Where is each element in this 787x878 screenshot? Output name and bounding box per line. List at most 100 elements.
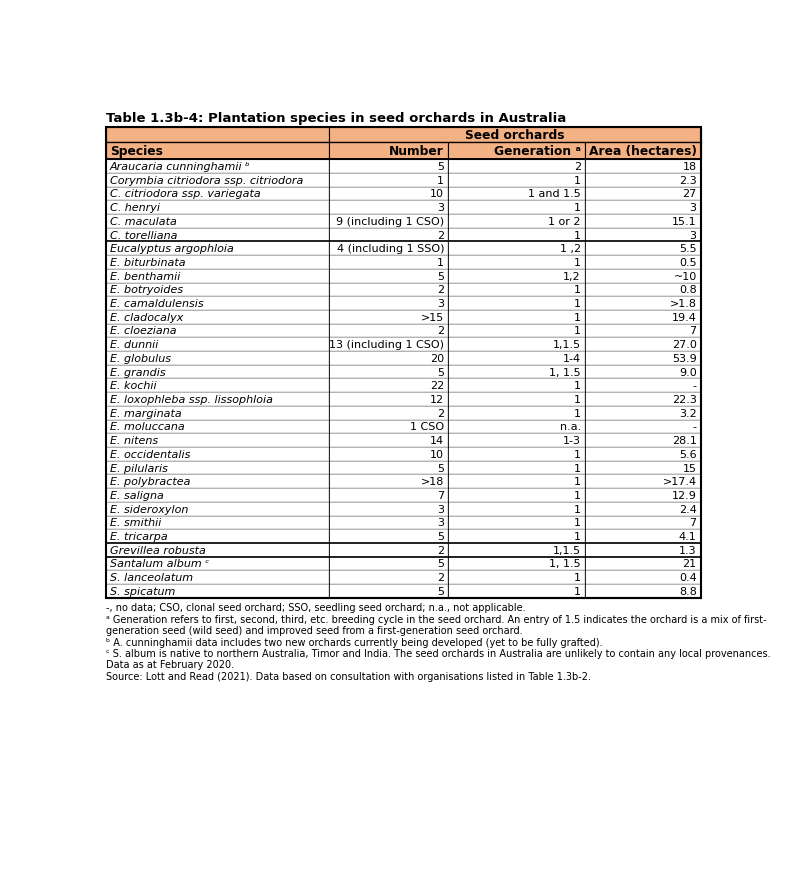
Bar [329, 392, 448, 407]
Text: 1: 1 [574, 299, 581, 309]
Bar [585, 160, 700, 174]
Text: 2: 2 [437, 545, 444, 555]
Bar [106, 297, 329, 311]
Text: 1 or 2: 1 or 2 [549, 217, 581, 227]
Text: >17.4: >17.4 [663, 477, 696, 486]
Text: 27.0: 27.0 [672, 340, 696, 349]
Bar [448, 255, 585, 270]
Bar [329, 324, 448, 338]
Text: C. citriodora ssp. variegata: C. citriodora ssp. variegata [110, 189, 260, 199]
Text: 3: 3 [437, 518, 444, 528]
Bar [329, 557, 448, 571]
Text: 1: 1 [574, 176, 581, 185]
Bar [448, 585, 585, 598]
Text: 7: 7 [689, 326, 696, 336]
Bar [106, 475, 329, 488]
Bar [329, 242, 448, 255]
Bar [106, 160, 329, 174]
Bar [329, 297, 448, 311]
Text: n.a.: n.a. [560, 422, 581, 432]
Text: 0.8: 0.8 [679, 285, 696, 295]
Bar [329, 174, 448, 187]
Bar [329, 351, 448, 365]
Bar [585, 461, 700, 475]
Text: 9 (including 1 CSO): 9 (including 1 CSO) [336, 217, 444, 227]
Text: E. benthamii: E. benthamii [110, 271, 180, 281]
Bar [329, 365, 448, 379]
Text: ᶜ S. album is native to northern Australia, Timor and India. The seed orchards i: ᶜ S. album is native to northern Austral… [106, 648, 770, 658]
Text: 3: 3 [689, 203, 696, 212]
Text: 8.8: 8.8 [679, 587, 696, 596]
Bar [585, 174, 700, 187]
Text: 1, 1.5: 1, 1.5 [549, 367, 581, 378]
Bar [106, 407, 329, 420]
Bar [585, 420, 700, 434]
Text: 1,1.5: 1,1.5 [552, 340, 581, 349]
Text: -: - [693, 381, 696, 391]
Bar [106, 420, 329, 434]
Text: E. cladocalyx: E. cladocalyx [110, 313, 183, 322]
Text: 1: 1 [574, 394, 581, 405]
Text: 1, 1.5: 1, 1.5 [549, 558, 581, 569]
Text: >15: >15 [421, 313, 444, 322]
Bar [106, 434, 329, 448]
Bar [585, 516, 700, 529]
Bar [585, 338, 700, 351]
Bar [329, 270, 448, 284]
Bar [448, 215, 585, 228]
Text: 5: 5 [437, 587, 444, 596]
Text: 5: 5 [437, 531, 444, 542]
Text: 7: 7 [437, 491, 444, 500]
Bar [329, 127, 700, 143]
Text: 2: 2 [437, 230, 444, 241]
Bar [329, 461, 448, 475]
Text: >1.8: >1.8 [670, 299, 696, 309]
Bar [448, 228, 585, 242]
Bar [106, 284, 329, 297]
Bar [448, 143, 585, 160]
Bar [585, 434, 700, 448]
Text: 14: 14 [430, 435, 444, 446]
Text: 1: 1 [574, 587, 581, 596]
Bar [106, 242, 329, 255]
Bar [585, 502, 700, 516]
Text: 4.1: 4.1 [679, 531, 696, 542]
Text: 1: 1 [574, 257, 581, 268]
Bar [329, 516, 448, 529]
Bar [448, 338, 585, 351]
Text: >18: >18 [421, 477, 444, 486]
Bar [106, 228, 329, 242]
Text: generation seed (wild seed) and improved seed from a first-generation seed orcha: generation seed (wild seed) and improved… [106, 625, 523, 636]
Bar [329, 311, 448, 324]
Text: 3: 3 [689, 230, 696, 241]
Bar [448, 543, 585, 557]
Bar [106, 543, 329, 557]
Text: Araucaria cunninghamii ᵇ: Araucaria cunninghamii ᵇ [110, 162, 251, 172]
Text: 15: 15 [682, 463, 696, 473]
Bar [106, 351, 329, 365]
Bar [585, 228, 700, 242]
Bar [448, 270, 585, 284]
Text: Area (hectares): Area (hectares) [589, 145, 696, 158]
Bar [329, 502, 448, 516]
Bar [448, 571, 585, 585]
Text: 2: 2 [437, 285, 444, 295]
Text: 28.1: 28.1 [672, 435, 696, 446]
Bar [106, 324, 329, 338]
Bar [106, 461, 329, 475]
Bar [106, 392, 329, 407]
Bar [329, 228, 448, 242]
Text: 1: 1 [574, 463, 581, 473]
Text: Santalum album ᶜ: Santalum album ᶜ [110, 558, 209, 569]
Bar [448, 311, 585, 324]
Text: 13 (including 1 CSO): 13 (including 1 CSO) [329, 340, 444, 349]
Text: 1-3: 1-3 [563, 435, 581, 446]
Bar [585, 392, 700, 407]
Text: 53.9: 53.9 [672, 354, 696, 363]
Text: E. camaldulensis: E. camaldulensis [110, 299, 204, 309]
Bar [585, 543, 700, 557]
Bar [585, 585, 700, 598]
Text: 1: 1 [574, 285, 581, 295]
Bar [448, 407, 585, 420]
Text: 12: 12 [430, 394, 444, 405]
